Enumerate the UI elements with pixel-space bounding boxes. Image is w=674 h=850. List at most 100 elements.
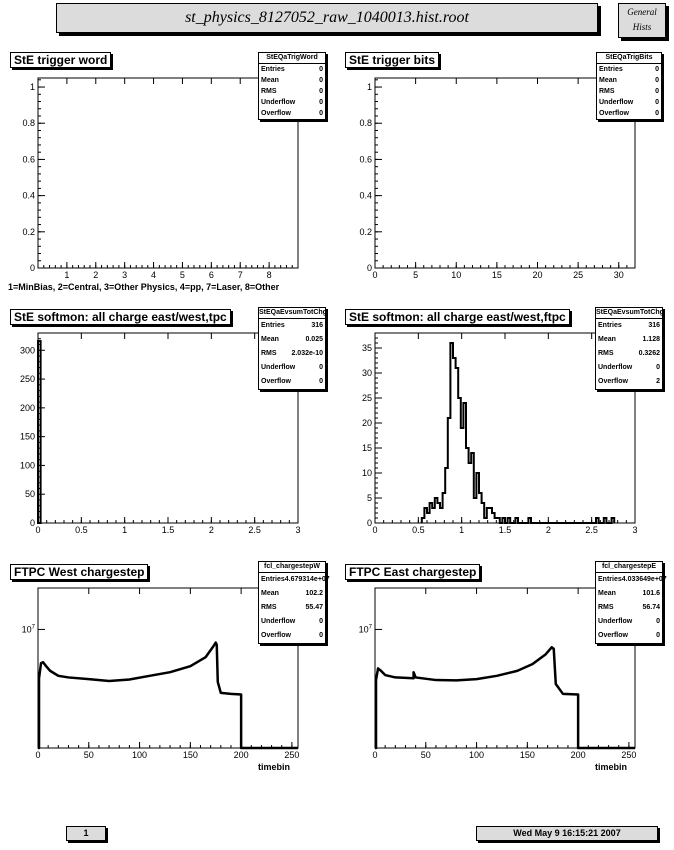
stats-label: Mean xyxy=(598,590,616,597)
stats-row: Underflow 0 xyxy=(259,361,325,375)
x-tick-label: 0 xyxy=(372,270,377,280)
stats-value: 0 xyxy=(655,88,659,95)
stats-value: 0 xyxy=(319,364,323,371)
stats-row: Mean 101.6 xyxy=(596,587,662,601)
stats-label: RMS xyxy=(598,604,614,611)
x-tick-label: 0 xyxy=(372,750,377,760)
page-number-box: 1 xyxy=(66,826,106,841)
x-tick-label: 1 xyxy=(122,525,127,535)
x-tick-label: 100 xyxy=(469,750,484,760)
stats-value: 4.679314e+07 xyxy=(284,576,330,583)
stats-value: 316 xyxy=(311,322,323,329)
stats-label: Overflow xyxy=(599,110,629,117)
x-tick-label: 50 xyxy=(421,750,431,760)
stats-row: Underflow 0 xyxy=(259,615,325,629)
stats-value: 102.2 xyxy=(305,590,323,597)
file-title: st_physics_8127052_raw_1040013.hist.root xyxy=(185,9,469,26)
stats-label: Entries xyxy=(598,322,622,329)
x-tick-label: 1 xyxy=(459,525,464,535)
stats-label: Mean xyxy=(261,590,279,597)
x-tick-label: 0 xyxy=(372,525,377,535)
y-tick-label: 35 xyxy=(362,343,372,353)
stats-value: 2 xyxy=(656,378,660,385)
stats-label: Overflow xyxy=(261,110,291,117)
x-axis-caption: 1=MinBias, 2=Central, 3=Other Physics, 4… xyxy=(8,282,280,292)
y-tick-label: 30 xyxy=(362,368,372,378)
x-tick-label: 5 xyxy=(180,270,185,280)
stats-row: RMS 0 xyxy=(259,86,325,97)
stats-row: Mean 0 xyxy=(597,75,661,86)
stats-value: 0 xyxy=(319,88,323,95)
page-number: 1 xyxy=(83,828,89,838)
stats-row: Overflow 0 xyxy=(259,375,325,389)
stats-row: Underflow 0 xyxy=(259,97,325,108)
y-tick-label: 0.2 xyxy=(359,227,372,237)
stats-label: Underflow xyxy=(261,618,296,625)
badge-line-2: Hists xyxy=(632,22,652,32)
y-tick-label: 0.4 xyxy=(359,191,372,201)
x-tick-label: 8 xyxy=(267,270,272,280)
x-tick-label: 2.5 xyxy=(248,525,261,535)
x-tick-label: 6 xyxy=(209,270,214,280)
date-box: Wed May 9 16:15:21 2007 xyxy=(476,826,658,841)
stats-row: Entries 4.679314e+07 xyxy=(259,573,330,587)
stats-value: 55.47 xyxy=(305,604,323,611)
stats-label: Underflow xyxy=(599,99,634,106)
y-tick-label: 15 xyxy=(362,443,372,453)
stats-box-5: fcl_chargestepW Entries 4.679314e+07 Mean 10… xyxy=(258,561,330,644)
stats-name: StEQaEvsumTotChgF. xyxy=(596,308,662,319)
badge-line-1: General xyxy=(627,7,657,17)
stats-box-1: StEQaTrigWord Entries 0 Mean 0 RMS 0 Underflow 0… xyxy=(258,52,326,120)
stats-value: 4.033649e+07 xyxy=(621,576,667,583)
general-hists-badge: General Hists xyxy=(618,3,666,38)
stats-label: Mean xyxy=(598,336,616,343)
stats-name: StEQaEvsumTotChg. xyxy=(259,308,325,319)
stats-value: 0 xyxy=(655,99,659,106)
stats-label: Underflow xyxy=(598,364,633,371)
stats-label: RMS xyxy=(261,604,277,611)
stats-label: Underflow xyxy=(261,364,296,371)
pad-title-5: FTPC West chargestep xyxy=(10,564,149,580)
x-tick-label: 3 xyxy=(295,525,300,535)
stats-label: Underflow xyxy=(598,618,633,625)
x-tick-label: 2 xyxy=(546,525,551,535)
y-tick-label: 10 xyxy=(362,468,372,478)
stats-row: Mean 0.025 xyxy=(259,333,325,347)
y-tick-label: 100 xyxy=(20,460,35,470)
y-tick-label: 0 xyxy=(367,263,372,273)
y-tick-label: 0.2 xyxy=(22,227,35,237)
y-tick-label: 5 xyxy=(367,493,372,503)
stats-label: RMS xyxy=(261,88,277,95)
y-tick-label: 107 xyxy=(359,624,373,634)
stats-value: 0 xyxy=(319,632,323,639)
stats-box-2: StEQaTrigBits Entries 0 Mean 0 RMS 0 Underflow 0… xyxy=(596,52,662,120)
y-tick-label: 0 xyxy=(30,518,35,528)
x-tick-label: 100 xyxy=(132,750,147,760)
x-tick-label: 15 xyxy=(492,270,502,280)
stats-row: Entries 4.033649e+07 xyxy=(596,573,667,587)
stats-row: Underflow 0 xyxy=(596,615,662,629)
x-tick-label: 0 xyxy=(35,750,40,760)
stats-box-4: StEQaEvsumTotChgF. Entries 316 Mean 1.128 RMS… xyxy=(595,307,663,390)
stats-value: 0 xyxy=(319,378,323,385)
x-tick-label: 1.5 xyxy=(162,525,175,535)
stats-value: 0 xyxy=(319,618,323,625)
stats-label: Overflow xyxy=(598,378,628,385)
file-title-banner: st_physics_8127052_raw_1040013.hist.root xyxy=(56,3,598,33)
x-tick-label: 30 xyxy=(614,270,624,280)
histogram-series xyxy=(37,641,298,750)
x-tick-label: 3 xyxy=(632,525,637,535)
pad-title-4: StE softmon: all charge east/west,ftpc xyxy=(345,309,570,325)
y-tick-label: 0 xyxy=(30,263,35,273)
x-tick-label: 50 xyxy=(84,750,94,760)
stats-value: 0 xyxy=(319,77,323,84)
stats-row: Underflow 0 xyxy=(597,97,661,108)
stats-row: Overflow 0 xyxy=(597,108,661,119)
stats-row: Overflow 0 xyxy=(259,629,325,643)
y-tick-label: 300 xyxy=(20,345,35,355)
print-date: Wed May 9 16:15:21 2007 xyxy=(513,828,621,838)
stats-value: 101.6 xyxy=(642,590,660,597)
stats-row: RMS 56.74 xyxy=(596,601,662,615)
